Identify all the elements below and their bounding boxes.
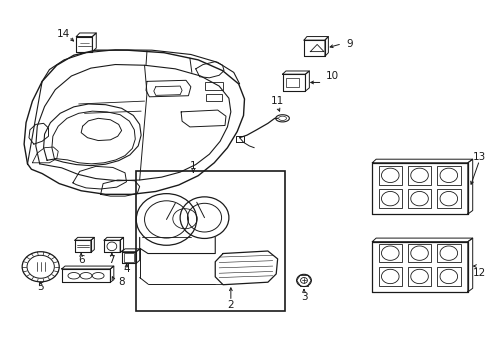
Text: 13: 13 [472, 152, 485, 162]
Bar [206, 94, 222, 101]
Text: 3: 3 [300, 292, 306, 302]
Text: 12: 12 [472, 267, 485, 278]
Bar [436, 244, 460, 262]
Bar [136, 171, 285, 311]
Bar [378, 189, 401, 208]
Text: 6: 6 [78, 255, 84, 265]
Bar [123, 253, 134, 262]
Bar [436, 189, 460, 208]
Text: 8: 8 [118, 277, 124, 287]
Text: 7: 7 [108, 255, 115, 265]
Text: 1: 1 [190, 161, 196, 171]
Bar [204, 82, 223, 90]
Bar [407, 189, 430, 208]
Bar [407, 267, 430, 286]
Text: 2: 2 [227, 300, 234, 310]
Text: 10: 10 [325, 71, 338, 81]
Text: 5: 5 [37, 282, 44, 292]
Bar [286, 78, 299, 87]
Text: 14: 14 [57, 29, 70, 39]
Bar [378, 267, 401, 286]
Bar [378, 166, 401, 185]
Bar [436, 166, 460, 185]
Bar [407, 244, 430, 262]
Bar [407, 166, 430, 185]
Bar [378, 244, 401, 262]
Text: 4: 4 [123, 264, 129, 274]
Text: 11: 11 [270, 96, 284, 106]
Bar [436, 267, 460, 286]
Text: 9: 9 [346, 39, 352, 49]
